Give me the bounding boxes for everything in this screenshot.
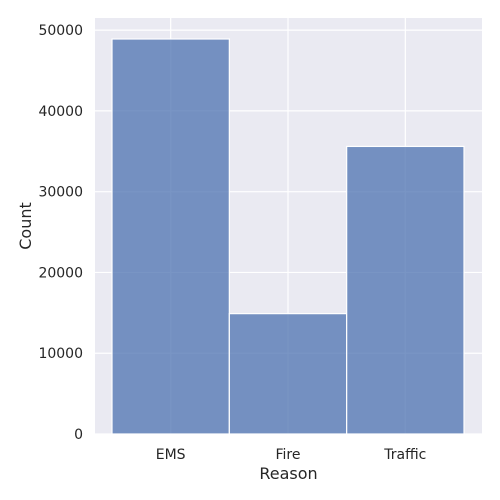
- y-axis-label: Count: [16, 202, 35, 250]
- y-tick-label: 20000: [38, 265, 83, 281]
- y-axis-ticks: 0 10000 20000 30000 40000 50000: [38, 23, 83, 443]
- bar-traffic: [346, 145, 465, 435]
- y-tick-label: 50000: [38, 23, 83, 39]
- bar-ems: [111, 38, 230, 435]
- x-tick-label: Traffic: [383, 447, 426, 463]
- x-tick-label: EMS: [156, 447, 186, 463]
- bars: [111, 38, 465, 435]
- y-tick-label: 40000: [38, 104, 83, 120]
- x-axis-ticks: EMS Fire Traffic: [156, 447, 427, 463]
- x-axis-label: Reason: [259, 464, 317, 483]
- y-tick-label: 0: [74, 427, 83, 443]
- bar-fire: [228, 313, 348, 435]
- x-tick-label: Fire: [276, 447, 301, 463]
- y-tick-label: 30000: [38, 185, 83, 201]
- y-tick-label: 10000: [38, 346, 83, 362]
